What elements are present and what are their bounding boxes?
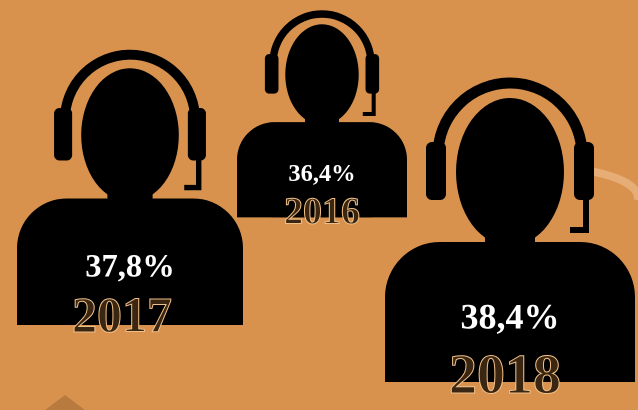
decoration	[45, 395, 85, 410]
category-label: 2016	[284, 191, 360, 233]
headset-band	[59, 49, 201, 120]
ear-cup	[365, 54, 380, 94]
value-label: 38,4%	[461, 296, 560, 336]
head	[285, 24, 359, 125]
microphone	[570, 195, 589, 233]
value-label: 36,4%	[288, 160, 355, 187]
head	[81, 68, 179, 203]
person-icon: 37,8%	[16, 49, 243, 326]
microphone	[184, 155, 202, 191]
category-label: 2018	[449, 344, 561, 406]
value-label: 37,8%	[85, 248, 174, 284]
ear-cup	[187, 108, 206, 161]
microphone	[362, 90, 376, 117]
category-label: 2017	[72, 286, 172, 342]
ear-cup	[264, 54, 279, 94]
headset-band	[432, 77, 588, 156]
body-base	[16, 268, 243, 326]
head	[456, 98, 564, 246]
person-icon: 36,4%	[237, 10, 407, 218]
headset-band	[269, 10, 375, 64]
person-icon: 38,4%	[385, 77, 635, 382]
body-base	[237, 175, 407, 218]
ear-cup	[574, 142, 594, 200]
ear-cup	[54, 108, 73, 161]
ear-cup	[426, 142, 446, 200]
body-base	[385, 320, 635, 382]
